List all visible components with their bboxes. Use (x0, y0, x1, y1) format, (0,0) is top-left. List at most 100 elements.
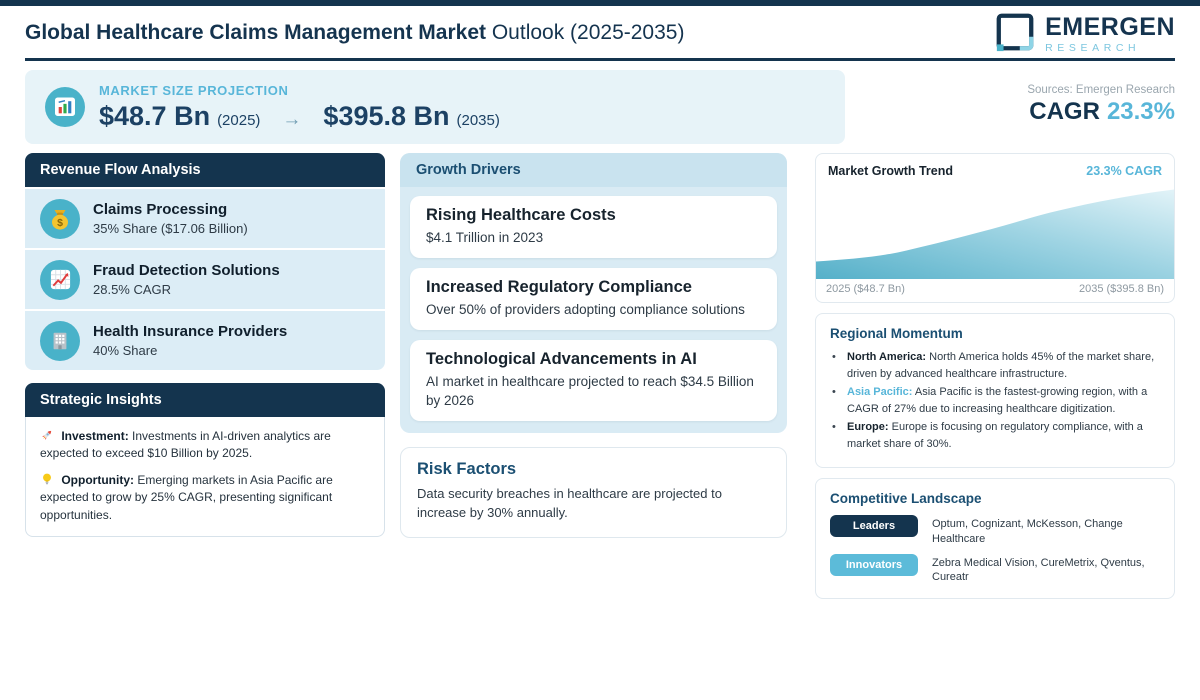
driver-card-ai: Technological Advancements in AI AI mark… (410, 340, 777, 421)
item-title: Fraud Detection Solutions (93, 262, 280, 279)
insight-text: Investments in AI-driven analytics are e… (40, 429, 331, 461)
list-item-claims-processing: $ Claims Processing 35% Share ($17.06 Bi… (25, 189, 385, 248)
insight-text: Emerging markets in Asia Pacific are exp… (40, 472, 333, 522)
cagr-label: CAGR (1029, 98, 1100, 125)
item-subtitle: 40% Share (93, 343, 158, 358)
innovators-companies: Zebra Medical Vision, CureMetrix, Qventu… (932, 556, 1145, 584)
trend-end-label: 2035 ($395.8 Bn) (1078, 283, 1164, 295)
region-label: North America: (847, 351, 927, 363)
middle-column: Growth Drivers Rising Healthcare Costs $… (400, 153, 787, 538)
page-title-sub: Outlook (2025-2035) (491, 21, 685, 44)
risk-factors-title: Risk Factors (417, 459, 517, 478)
item-subtitle: 35% Share ($17.06 Billion) (93, 221, 248, 236)
growth-drivers-panel: Growth Drivers Rising Healthcare Costs $… (400, 153, 787, 433)
sources-text: Sources: Emergen Research (1027, 84, 1175, 96)
risk-factors-text: Data security breaches in healthcare are… (417, 485, 722, 520)
building-icon (40, 320, 80, 361)
region-north-america: • North America: North America holds 45%… (830, 349, 1160, 383)
leaders-badge: Leaders (830, 515, 918, 538)
banner-values: $48.7 Bn (2025) → $395.8 Bn (2035) (99, 101, 500, 132)
driver-card-regulatory: Increased Regulatory Compliance Over 50%… (410, 268, 777, 331)
revenue-flow-header: Revenue Flow Analysis (25, 153, 385, 187)
list-item-health-insurance: Health Insurance Providers 40% Share (25, 311, 385, 370)
competitive-landscape-title: Competitive Landscape (830, 491, 982, 507)
trend-axis-labels: 2025 ($48.7 Bn) 2035 ($395.8 Bn) (816, 279, 1174, 302)
trend-cagr-badge: 23.3% CAGR (1086, 164, 1162, 178)
banner-text: MARKET SIZE PROJECTION $48.7 Bn (2025) →… (99, 83, 500, 132)
strategic-insights-body: Investment: Investments in AI-driven ana… (25, 417, 385, 537)
risk-factors-card: Risk Factors Data security breaches in h… (400, 446, 787, 538)
driver-title: Rising Healthcare Costs (426, 206, 616, 224)
driver-title: Technological Advancements in AI (426, 350, 697, 369)
competitive-landscape-card: Competitive Landscape Leaders Optum, Cog… (815, 478, 1175, 600)
list-item-text: Fraud Detection Solutions 28.5% CAGR (93, 262, 280, 297)
region-body: Asia Pacific is the fastest-growing regi… (847, 386, 1148, 416)
region-label: Asia Pacific: (847, 386, 913, 399)
list-item-text: Health Insurance Providers 40% Share (93, 323, 287, 358)
logo-name: EMERGEN (1045, 13, 1175, 41)
driver-subtitle: $4.1 Trillion in 2023 (426, 230, 544, 245)
region-text: Europe: Europe is focusing on regulatory… (847, 419, 1160, 453)
region-text: North America: North America holds 45% o… (847, 349, 1160, 383)
trend-title: Market Growth Trend (828, 164, 954, 178)
start-year: (2025) (217, 111, 261, 129)
svg-text:$: $ (57, 217, 63, 229)
region-body: North America holds 45% of the market sh… (847, 351, 1155, 381)
market-size-banner: MARKET SIZE PROJECTION $48.7 Bn (2025) →… (25, 70, 845, 144)
driver-subtitle: AI market in healthcare projected to rea… (426, 374, 754, 408)
strategic-insights-panel: Strategic Insights Inves (25, 383, 385, 537)
logo-subtitle: RESEARCH (1045, 42, 1141, 54)
banner-label: MARKET SIZE PROJECTION (99, 82, 289, 98)
region-label: Europe: (847, 421, 889, 434)
landscape-row-innovators: Innovators Zebra Medical Vision, CureMet… (830, 553, 1160, 585)
start-value: $48.7 Bn (99, 100, 211, 131)
list-item-fraud-detection: Fraud Detection Solutions 28.5% CAGR (25, 250, 385, 309)
item-title: Claims Processing (93, 201, 228, 218)
driver-title: Increased Regulatory Compliance (426, 278, 692, 297)
strategic-insights-header: Strategic Insights (25, 383, 385, 417)
revenue-flow-panel: Revenue Flow Analysis $ Claims Processin… (25, 153, 385, 370)
trend-card-header: Market Growth Trend 23.3% CAGR (816, 154, 1174, 184)
cagr-line: CAGR 23.3% (1027, 98, 1175, 126)
region-body: Europe is focusing on regulatory complia… (847, 421, 1143, 451)
header-divider (25, 58, 1175, 61)
bullet-icon: • (832, 386, 836, 399)
market-growth-trend-card: Market Growth Trend 23.3% CAGR 2025 ($48… (815, 153, 1175, 303)
item-subtitle: 28.5% CAGR (93, 282, 172, 297)
region-text: Asia Pacific: Asia Pacific is the fastes… (847, 384, 1160, 418)
chart-up-icon (40, 259, 80, 300)
right-column: Market Growth Trend 23.3% CAGR 2025 ($48… (815, 153, 1175, 600)
driver-card-rising-costs: Rising Healthcare Costs $4.1 Trillion in… (410, 196, 777, 259)
bullet-icon: • (832, 351, 836, 363)
innovators-badge: Innovators (830, 553, 918, 576)
bar-chart-icon (45, 87, 85, 127)
region-europe: • Europe: Europe is focusing on regulato… (830, 419, 1160, 453)
insight-opportunity: Opportunity: Emerging markets in Asia Pa… (40, 472, 370, 524)
item-title: Health Insurance Providers (93, 323, 288, 340)
cagr-value: 23.3% (1106, 98, 1175, 125)
end-year: (2035) (456, 111, 500, 129)
region-asia-pacific: • Asia Pacific: Asia Pacific is the fast… (830, 384, 1160, 418)
emergen-logo-text: EMERGEN RESEARCH (1045, 13, 1175, 55)
arrow-right-icon: → (282, 108, 302, 130)
trend-start-label: 2025 ($48.7 Bn) (826, 283, 905, 295)
insight-label: Opportunity: (61, 472, 134, 487)
page-title: Global Healthcare Claims Management Mark… (25, 21, 684, 45)
bullet-icon: • (832, 421, 836, 434)
regional-momentum-card: Regional Momentum • North America: North… (815, 313, 1175, 469)
rocket-icon (40, 429, 61, 443)
driver-subtitle: Over 50% of providers adopting complianc… (426, 302, 745, 318)
list-item-text: Claims Processing 35% Share ($17.06 Bill… (93, 201, 248, 236)
left-column: Revenue Flow Analysis $ Claims Processin… (25, 153, 385, 537)
emergen-logo-mark-icon (994, 11, 1036, 58)
regional-momentum-title: Regional Momentum (830, 326, 963, 341)
landscape-row-leaders: Leaders Optum, Cognizant, McKesson, Chan… (830, 515, 1160, 546)
end-value: $395.8 Bn (323, 100, 450, 131)
growth-trend-area-chart (816, 184, 1174, 279)
page-title-main: Global Healthcare Claims Management Mark… (25, 21, 486, 44)
lightbulb-icon (40, 473, 61, 487)
insight-label: Investment: (61, 429, 129, 443)
money-bag-icon: $ (40, 198, 80, 239)
leaders-companies: Optum, Cognizant, McKesson, Change Healt… (932, 518, 1123, 545)
growth-drivers-header: Growth Drivers (400, 153, 787, 187)
